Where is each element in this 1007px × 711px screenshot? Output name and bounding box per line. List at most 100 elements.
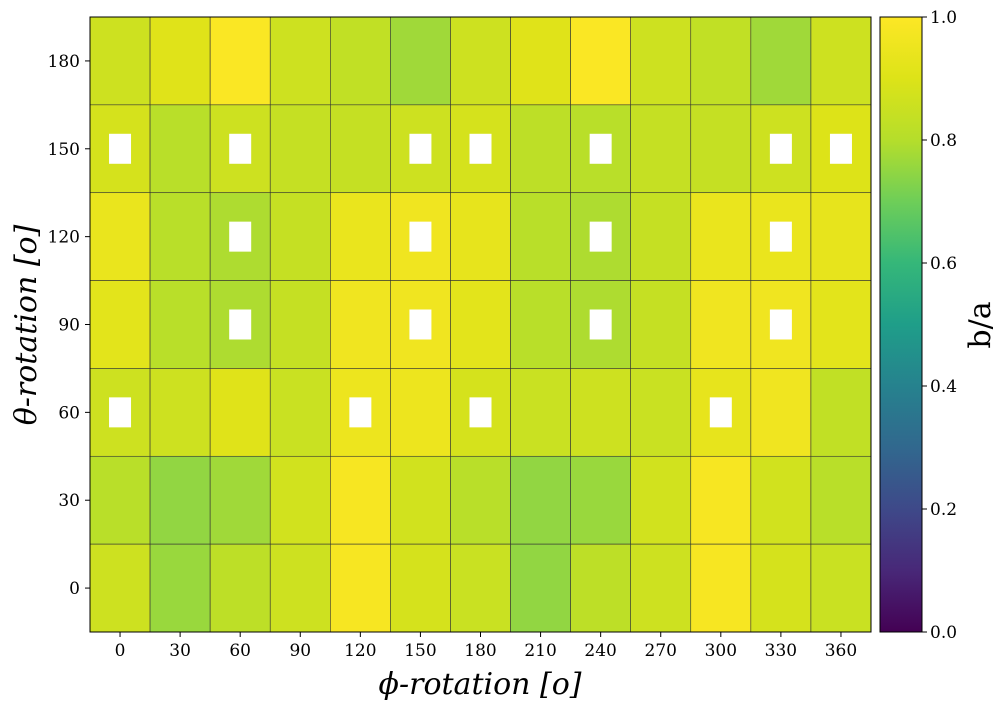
heatmap-cell: [269, 16, 331, 106]
x-tick-label: 210: [524, 641, 556, 661]
heatmap-cell: [810, 368, 872, 457]
heatmap-cell: [750, 455, 812, 545]
y-tick-label: 60: [58, 403, 80, 423]
x-axis-label: ϕ-rotation [o]: [379, 667, 582, 702]
heatmap-cell: [89, 455, 151, 545]
heatmap-cell: [690, 192, 752, 281]
colorbar-label: b/a: [963, 301, 998, 348]
heatmap-cell: [750, 16, 812, 106]
heatmap-cell: [390, 455, 451, 545]
heatmap-cell: [89, 280, 151, 369]
x-tick-label: 150: [404, 641, 436, 661]
heatmap-cell: [89, 543, 151, 633]
cell-marker: [469, 133, 492, 164]
heatmap-cell: [570, 16, 631, 106]
heatmap-cell: [149, 543, 211, 633]
heatmap-cell: [450, 16, 511, 106]
cell-marker: [589, 221, 612, 252]
y-tick-label: 0: [69, 579, 80, 599]
heatmap-cell: [209, 16, 271, 106]
heatmap-cell: [750, 368, 812, 457]
heatmap-cell: [570, 368, 631, 457]
heatmap-cell: [570, 280, 631, 369]
heatmap-cell: [630, 280, 692, 369]
cell-marker: [109, 133, 132, 164]
cell-marker: [109, 397, 132, 428]
cell-marker: [709, 397, 732, 428]
heatmap-cell: [630, 455, 692, 545]
heatmap-cell: [149, 368, 211, 457]
x-tick-label: 90: [289, 641, 311, 661]
heatmap-cell: [750, 543, 812, 633]
cell-marker: [409, 309, 432, 340]
heatmap-cell: [810, 192, 872, 281]
heatmap-cell: [269, 368, 331, 457]
heatmap-cell: [149, 455, 211, 545]
x-tick-label: 0: [115, 641, 126, 661]
heatmap-cell: [510, 455, 571, 545]
heatmap-cell: [390, 543, 451, 633]
heatmap-cell: [450, 192, 511, 281]
cell-marker: [769, 133, 792, 164]
heatmap-cell: [630, 543, 692, 633]
heatmap-cell: [810, 280, 872, 369]
y-axis-label: θ-rotation [o]: [9, 224, 44, 425]
heatmap-cell: [510, 16, 571, 106]
heatmap-cell: [390, 368, 451, 457]
colorbar-tick-label: 0.2: [930, 500, 957, 520]
heatmap-cell: [149, 280, 211, 369]
heatmap-cell: [690, 104, 752, 194]
heatmap-cell: [630, 192, 692, 281]
heatmap-cell: [690, 16, 752, 106]
x-tick-label: 300: [705, 641, 737, 661]
y-tick-label: 120: [48, 228, 80, 248]
heatmap-cell: [149, 104, 211, 194]
cell-marker: [409, 133, 432, 164]
x-tick-label: 270: [645, 641, 677, 661]
heatmap-cell: [209, 543, 271, 633]
heatmap-cell: [510, 368, 571, 457]
colorbar-tick-label: 0.8: [930, 131, 957, 151]
colorbar-tick-label: 0.0: [930, 623, 957, 643]
heatmap-cell: [209, 455, 271, 545]
heatmap-cell: [330, 16, 391, 106]
cell-marker: [229, 221, 252, 252]
heatmap-cell: [570, 543, 631, 633]
y-axis-ticks: 180 150 120 90 60 30 0: [48, 52, 90, 599]
heatmap-cell: [810, 16, 872, 106]
heatmap-cell: [269, 455, 331, 545]
cell-marker: [409, 221, 432, 252]
heatmap-cell: [149, 16, 211, 106]
colorbar: [879, 16, 923, 633]
heatmap-cell: [510, 280, 571, 369]
colorbar-tick-label: 0.4: [930, 377, 957, 397]
x-tick-label: 360: [825, 641, 857, 661]
heatmap-cell: [810, 455, 872, 545]
cell-marker: [229, 133, 252, 164]
heatmap-cell: [450, 455, 511, 545]
cell-marker: [349, 397, 372, 428]
heatmap-cell: [330, 192, 391, 281]
heatmap-cell: [450, 543, 511, 633]
colorbar-tick-label: 0.6: [930, 254, 957, 274]
heatmap-cell: [450, 280, 511, 369]
cell-marker: [229, 309, 252, 340]
cell-marker: [469, 397, 492, 428]
heatmap-cell: [269, 104, 331, 194]
heatmap-cell: [330, 543, 391, 633]
cell-marker: [769, 221, 792, 252]
y-tick-label: 90: [58, 316, 80, 336]
heatmap-cell: [810, 543, 872, 633]
heatmap-cell: [330, 455, 391, 545]
heatmap-cell: [630, 104, 692, 194]
heatmap-cell: [269, 280, 331, 369]
heatmap-cell: [330, 280, 391, 369]
heatmap-cell: [510, 192, 571, 281]
heatmap-cell: [510, 543, 571, 633]
heatmap-cell: [209, 368, 271, 457]
heatmap-cell: [510, 104, 571, 194]
x-tick-label: 330: [765, 641, 797, 661]
heatmap-cell: [390, 16, 451, 106]
x-axis-ticks: 0 30 60 90 120 150 180 210 240 270 300 330 360: [115, 632, 857, 661]
